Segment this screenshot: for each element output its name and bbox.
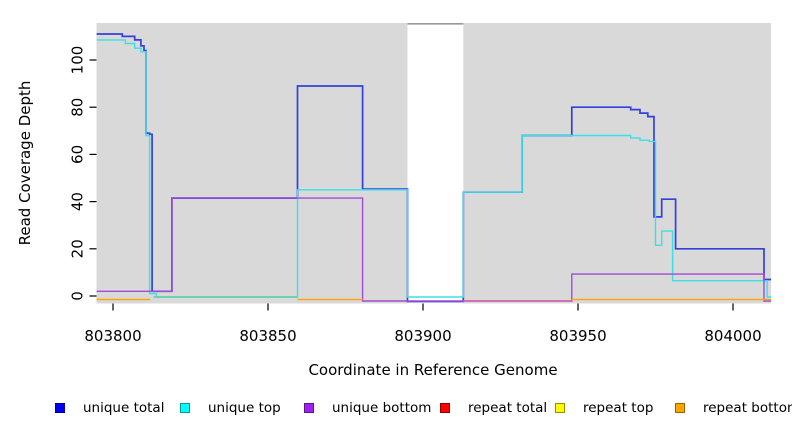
legend-swatch-icon	[304, 403, 314, 413]
legend-label: repeat top	[583, 400, 654, 416]
legend-label: repeat bottom	[703, 400, 792, 416]
legend-swatch-icon	[675, 403, 685, 413]
legend-swatch-icon	[555, 403, 565, 413]
masked-repeat-region	[407, 22, 464, 304]
x-tick-label: 803800	[84, 327, 141, 345]
legend-item-repeat-top: repeat top	[555, 400, 654, 416]
y-tick-label: 60	[69, 145, 87, 164]
y-axis-title: Read Coverage Depth	[16, 81, 34, 246]
legend-item-unique-total: unique total	[55, 400, 165, 416]
series-layer	[96, 33, 772, 303]
y-tick-label: 0	[69, 291, 87, 301]
legend-label: unique bottom	[332, 400, 432, 416]
legend-item-repeat-bottom: repeat bottom	[675, 400, 792, 416]
legend-item-unique-bottom: unique bottom	[304, 400, 432, 416]
x-tick-label: 803950	[549, 327, 606, 345]
legend-item-unique-top: unique top	[180, 400, 281, 416]
legend-swatch-icon	[440, 403, 450, 413]
legend-label: unique total	[83, 400, 165, 416]
masked-region-rect	[407, 23, 464, 304]
legend-swatch-icon	[55, 403, 65, 413]
y-tick-label: 40	[69, 192, 87, 211]
y-tick-label: 100	[69, 46, 87, 75]
legend-label: unique top	[208, 400, 281, 416]
x-axis-title: Coordinate in Reference Genome	[308, 361, 557, 379]
x-tick-label: 803900	[394, 327, 451, 345]
legend-label: repeat total	[468, 400, 548, 416]
series-line-unique-top	[96, 39, 772, 298]
x-tick-label: 803850	[239, 327, 296, 345]
y-tick-label: 20	[69, 239, 87, 258]
legend-swatch-icon	[180, 403, 190, 413]
legend-item-repeat-total: repeat total	[440, 400, 548, 416]
x-tick-label: 804000	[704, 327, 761, 345]
axis-layer: 803800 803850 803900 803950 804000 0 20 40 60 80 1…	[69, 46, 762, 345]
y-tick-label: 80	[69, 98, 87, 117]
